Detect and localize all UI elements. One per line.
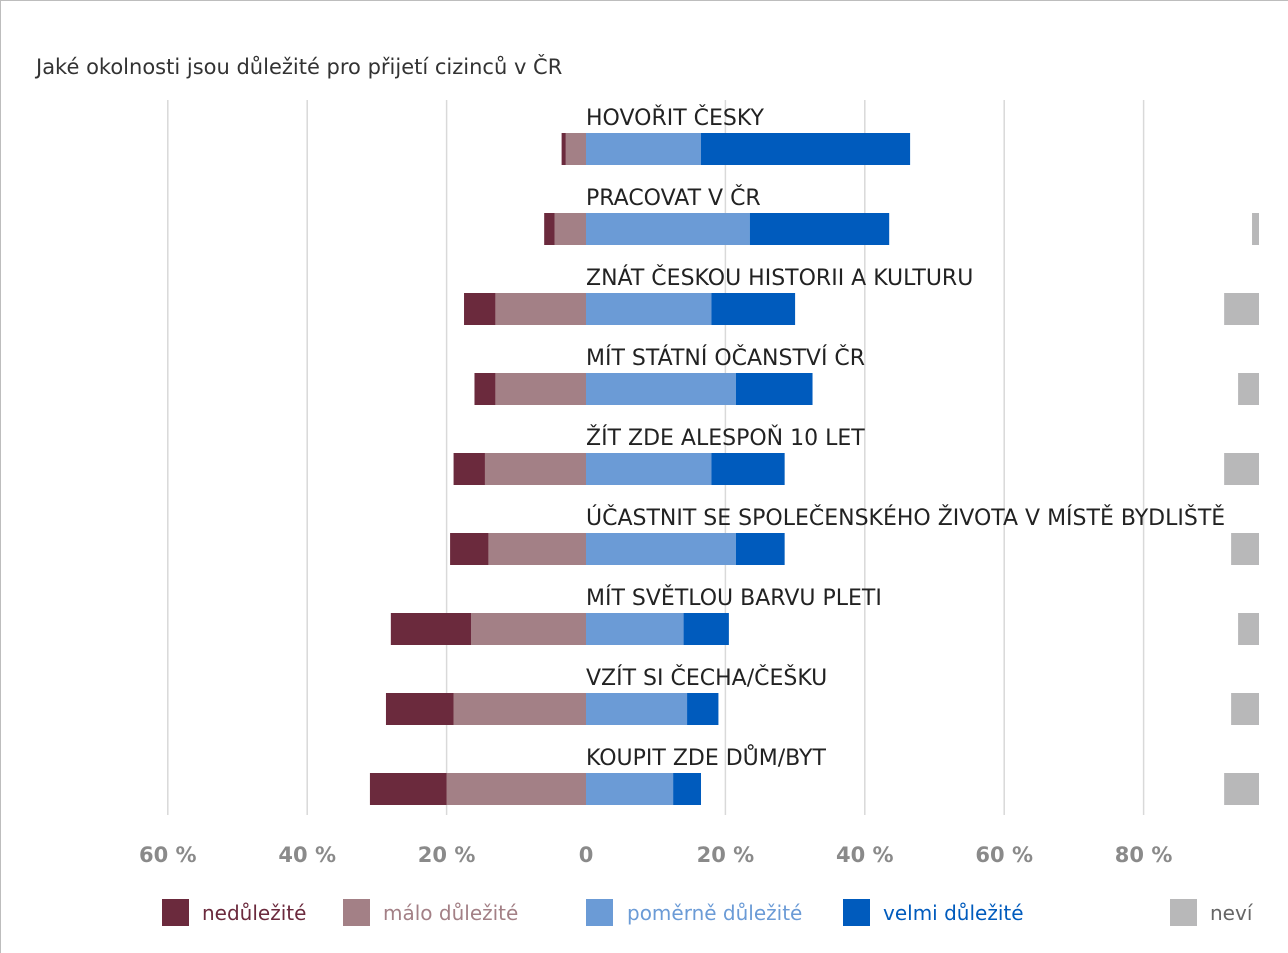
bar-segment — [446, 773, 586, 805]
bar-segment — [565, 133, 586, 165]
legend-swatch — [343, 899, 370, 926]
bar-segment-nevi — [1224, 293, 1259, 325]
bar-segment — [390, 613, 471, 645]
bar-segment — [453, 453, 485, 485]
bar-segment — [683, 613, 729, 645]
legend-swatch — [586, 899, 613, 926]
bar-segment — [711, 453, 785, 485]
x-tick-label: 80 % — [1115, 843, 1173, 867]
bar-segment — [586, 213, 750, 245]
category-labels: HOVOŘIT ČESKY PRACOVAT V ČR ZNÁT ČESKOU HI… — [586, 105, 1225, 771]
bar-segment — [673, 773, 702, 805]
x-tick-label: 0 — [579, 843, 594, 867]
legend-swatch — [1170, 899, 1197, 926]
bar-segment — [586, 373, 736, 405]
bar-segment — [586, 613, 684, 645]
x-axis-ticks: 60 % 40 % 20 % 0 20 % 40 % 60 % 80 % — [139, 843, 1172, 867]
category-label: KOUPIT ZDE DŮM/BYT — [586, 744, 826, 771]
x-tick-label: 20 % — [697, 843, 755, 867]
x-tick-label: 40 % — [836, 843, 894, 867]
bar-segment — [544, 213, 555, 245]
category-label: ZNÁT ČESKOU HISTORII A KULTURU — [586, 265, 973, 291]
bar-segment — [586, 773, 674, 805]
category-label: PRACOVAT V ČR — [586, 185, 761, 211]
bar-segment — [495, 373, 586, 405]
bar-segment — [561, 133, 566, 165]
category-label: HOVOŘIT ČESKY — [586, 105, 765, 131]
bar-segment — [453, 693, 586, 725]
bar-segment — [586, 133, 702, 165]
bar-segment — [554, 213, 586, 245]
bar-segment — [586, 533, 736, 565]
x-tick-label: 60 % — [139, 843, 197, 867]
bar-segment — [687, 693, 719, 725]
category-label: MÍT SVĚTLOU BARVU PLETI — [586, 585, 882, 611]
bar-segment — [474, 373, 496, 405]
bar-segment-nevi — [1238, 613, 1259, 645]
legend-label: neví — [1210, 901, 1254, 925]
bar-segment — [488, 533, 586, 565]
bar-segment — [586, 693, 688, 725]
bar-segment — [385, 693, 454, 725]
bar-segment — [369, 773, 447, 805]
bar-segment — [735, 373, 813, 405]
bar-segment-nevi — [1252, 213, 1259, 245]
x-tick-label: 20 % — [418, 843, 476, 867]
bar-segment — [749, 213, 890, 245]
x-tick-label: 40 % — [278, 843, 336, 867]
bar-segment — [484, 453, 586, 485]
category-label: MÍT STÁTNÍ OČANSTVÍ ČR — [586, 345, 865, 371]
bars — [369, 133, 1259, 805]
x-tick-label: 60 % — [975, 843, 1033, 867]
bar-segment — [735, 533, 785, 565]
legend-label: poměrně důležité — [627, 901, 802, 925]
legend-swatch — [843, 899, 870, 926]
legend-label: málo důležité — [383, 901, 518, 925]
bar-segment — [495, 293, 586, 325]
bar-segment-nevi — [1231, 693, 1259, 725]
legend-label: nedůležité — [202, 901, 306, 925]
category-label: VZÍT SI ČECHA/ČEŠKU — [586, 665, 827, 691]
legend-swatch — [162, 899, 189, 926]
bar-segment-nevi — [1224, 453, 1259, 485]
bar-segment — [586, 453, 712, 485]
category-label: ÚČASTNIT SE SPOLEČENSKÉHO ŽIVOTA V MÍSTĚ… — [586, 505, 1225, 531]
bar-segment — [464, 293, 496, 325]
bar-segment — [701, 133, 911, 165]
bar-segment — [586, 293, 712, 325]
legend-label: velmi důležité — [883, 901, 1024, 925]
bar-segment-nevi — [1238, 373, 1259, 405]
chart-title: Jaké okolnosti jsou důležité pro přijetí… — [34, 54, 562, 79]
category-label: ŽÍT ZDE ALESPOŇ 10 LET — [586, 425, 865, 451]
bar-segment-nevi — [1224, 773, 1259, 805]
bar-segment — [470, 613, 586, 645]
legend: nedůležité málo důležité poměrně důležité v… — [162, 899, 1254, 926]
bar-segment — [711, 293, 796, 325]
bar-segment-nevi — [1231, 533, 1259, 565]
bar-segment — [450, 533, 489, 565]
